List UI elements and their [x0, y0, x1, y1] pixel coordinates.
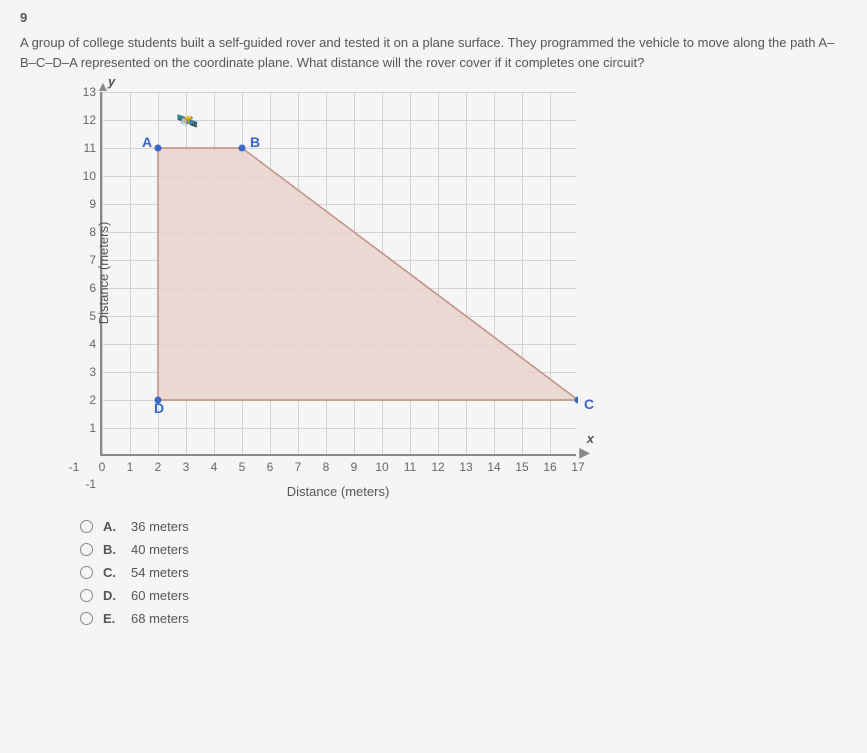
y-tick: 6 — [89, 281, 96, 295]
x-tick: 10 — [375, 460, 388, 474]
x-tick: -1 — [69, 460, 80, 474]
y-tick: 13 — [83, 85, 96, 99]
vertex-label-d: D — [154, 400, 164, 416]
y-tick: 12 — [83, 113, 96, 127]
y-tick: 9 — [89, 197, 96, 211]
x-axis-arrow: ▶ — [579, 444, 590, 461]
rover-icon: 🛰️ — [176, 111, 198, 132]
y-tick: -1 — [85, 477, 96, 491]
radio-icon[interactable] — [80, 543, 93, 556]
x-axis-var: x — [587, 431, 594, 446]
y-tick: 1 — [89, 421, 96, 435]
option-text: 60 meters — [131, 588, 189, 603]
y-tick: 10 — [83, 169, 96, 183]
answer-option[interactable]: C. 54 meters — [80, 565, 847, 580]
grid-background — [102, 92, 576, 454]
option-text: 68 meters — [131, 611, 189, 626]
answer-option[interactable]: B. 40 meters — [80, 542, 847, 557]
x-tick: 9 — [351, 460, 358, 474]
x-tick: 15 — [515, 460, 528, 474]
option-text: 36 meters — [131, 519, 189, 534]
x-tick: 2 — [155, 460, 162, 474]
option-letter: D. — [103, 588, 121, 603]
x-tick: 5 — [239, 460, 246, 474]
option-letter: B. — [103, 542, 121, 557]
option-text: 40 meters — [131, 542, 189, 557]
radio-icon[interactable] — [80, 589, 93, 602]
y-tick: 7 — [89, 253, 96, 267]
x-tick: 6 — [267, 460, 274, 474]
option-letter: C. — [103, 565, 121, 580]
y-tick: 2 — [89, 393, 96, 407]
x-axis-title: Distance (meters) — [100, 484, 576, 499]
radio-icon[interactable] — [80, 520, 93, 533]
answer-option[interactable]: E. 68 meters — [80, 611, 847, 626]
radio-icon[interactable] — [80, 566, 93, 579]
x-tick: 1 — [127, 460, 134, 474]
y-axis-var: y — [108, 74, 115, 89]
x-tick: 0 — [99, 460, 106, 474]
vertex-label-b: B — [250, 134, 260, 150]
x-tick: 17 — [571, 460, 584, 474]
chart-container: ▲ ▶ y x Distance (meters) 12345678910111… — [100, 92, 847, 499]
x-tick: 3 — [183, 460, 190, 474]
answer-option[interactable]: A. 36 meters — [80, 519, 847, 534]
answer-option[interactable]: D. 60 meters — [80, 588, 847, 603]
option-letter: A. — [103, 519, 121, 534]
x-tick: 11 — [404, 460, 416, 474]
x-tick: 7 — [295, 460, 302, 474]
x-tick: 13 — [459, 460, 472, 474]
x-tick: 8 — [323, 460, 330, 474]
answer-list: A. 36 meters B. 40 meters C. 54 meters D. 60 me… — [80, 519, 847, 626]
y-tick: 5 — [89, 309, 96, 323]
question-text: A group of college students built a self… — [20, 33, 847, 72]
y-tick: 4 — [89, 337, 96, 351]
x-tick: 12 — [431, 460, 444, 474]
option-letter: E. — [103, 611, 121, 626]
vertex-label-a: A — [142, 134, 152, 150]
x-tick: 4 — [211, 460, 218, 474]
option-text: 54 meters — [131, 565, 189, 580]
plot-area: ▲ ▶ y x Distance (meters) 12345678910111… — [100, 92, 576, 456]
radio-icon[interactable] — [80, 612, 93, 625]
y-axis-title: Distance (meters) — [96, 222, 111, 325]
y-tick: 8 — [89, 225, 96, 239]
x-tick: 14 — [487, 460, 500, 474]
y-tick: 3 — [89, 365, 96, 379]
question-number: 9 — [20, 10, 847, 25]
x-tick: 16 — [543, 460, 556, 474]
y-tick: 11 — [84, 141, 96, 155]
vertex-label-c: C — [584, 396, 594, 412]
